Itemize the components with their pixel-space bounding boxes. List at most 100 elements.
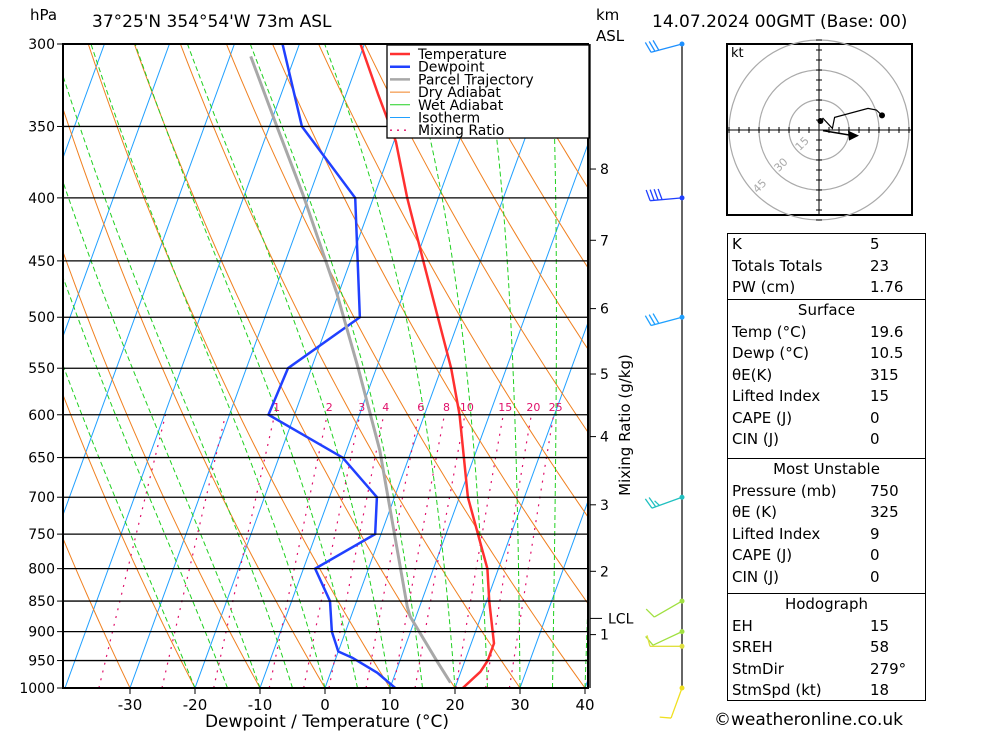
wind-barb-feather [648, 497, 657, 508]
lcl-label: LCL [608, 611, 634, 627]
mixing-ratio-label: 1 [273, 401, 280, 414]
wind-barb-feather [657, 188, 663, 200]
height-tick-label: 4 [600, 430, 609, 446]
storm-motion-arrowhead [848, 130, 859, 141]
mixing-ratio-label: 4 [382, 401, 389, 414]
dry-adiabat-line [410, 44, 588, 351]
pressure-tick-label: 650 [28, 451, 55, 467]
wind-barb [651, 496, 683, 509]
legend-box [386, 44, 590, 139]
height-tick-label: 3 [600, 498, 609, 514]
temperature-tick-label: 40 [575, 696, 594, 714]
pressure-tick-label: 700 [28, 490, 55, 506]
pressure-tick-label: 450 [28, 254, 55, 270]
section-title: Most Unstable [773, 460, 880, 478]
wind-barb-feather [649, 189, 655, 201]
height-tick-label: 6 [600, 302, 609, 318]
mixing-ratio-label: 10 [460, 401, 474, 414]
pressure-tick-label: 400 [28, 191, 55, 207]
isotherm-line [63, 44, 105, 160]
pressure-unit: hPa [30, 6, 58, 24]
mixing-ratio-line [392, 414, 446, 688]
wet-adiabat-line [484, 44, 521, 688]
pressure-tick-label: 750 [28, 527, 55, 543]
wind-barb [650, 197, 683, 202]
wind-barb-feather [644, 42, 652, 53]
mixing-ratio-label: 3 [358, 401, 365, 414]
mixing-ratio-line [213, 414, 276, 688]
wind-barb-feather [648, 314, 656, 325]
mixing-ratio-label: 15 [498, 401, 512, 414]
wet-adiabat-line [186, 44, 391, 688]
storm-motion-vector [822, 129, 854, 137]
legend-label: Dewpoint [418, 60, 485, 76]
mixing-ratio-axis-title: Mixing Ratio (g/kg) [616, 354, 634, 496]
wet-adiabat-line [63, 180, 261, 688]
pressure-tick-label: 800 [28, 562, 55, 578]
hodograph-trace [819, 107, 883, 130]
wind-barb-feather [644, 498, 653, 509]
legend-label: Isotherm [418, 111, 480, 127]
wind-barb-feather [652, 40, 660, 51]
wind-barb-feather [645, 636, 654, 646]
wind-barb-feather [645, 608, 655, 618]
isotherm-line [129, 44, 365, 688]
pressure-tick-label: 850 [28, 594, 55, 610]
temperature-tick-label: 30 [510, 696, 529, 714]
height-tick-label: 8 [600, 162, 609, 178]
legend-label: Wet Adiabat [418, 98, 504, 114]
indices-most-unstable: Most Unstable Pressure (mb) 750 θE (K) 325… [727, 458, 926, 594]
wet-adiabat-line [63, 74, 293, 688]
pressure-tick-label: 1000 [19, 681, 55, 697]
wind-barb-feather [646, 635, 651, 647]
datetime-title: 14.07.2024 00GMT (Base: 00) [652, 12, 908, 32]
isotherm-line [64, 44, 300, 688]
dry-adiabat-line [456, 44, 588, 269]
wind-barb [653, 600, 683, 618]
mixing-ratio-label: 20 [526, 401, 540, 414]
dewpoint-line [266, 44, 397, 688]
temperature-tick-label: -30 [118, 696, 143, 714]
wind-barb-feather [645, 189, 651, 201]
copyright-link[interactable]: ©weatheronline.co.uk [714, 710, 904, 730]
temperature-tick-label: 20 [445, 696, 464, 714]
height-tick-label: 7 [600, 233, 609, 249]
pressure-tick-label: 550 [28, 361, 55, 377]
section-title: Hodograph [784, 595, 869, 613]
dry-adiabat-line [364, 44, 588, 434]
pressure-tick-label: 950 [28, 654, 55, 670]
height-tick-label: 5 [600, 367, 609, 383]
mixing-ratio-label: 8 [443, 401, 450, 414]
dry-adiabat-line [917, 44, 1000, 688]
wind-barb [650, 43, 683, 53]
legend-label: Dry Adiabat [418, 85, 501, 101]
parcel-trajectory-line [249, 55, 452, 684]
mixing-ratio-line [303, 414, 361, 688]
height-tick-label: 2 [600, 564, 609, 580]
dry-adiabat-line [318, 44, 588, 518]
pressure-tick-label: 600 [28, 408, 55, 424]
location-title: 37°25'N 354°54'W 73m ASL [92, 12, 332, 32]
pressure-tick-label: 300 [28, 37, 55, 53]
temperature-tick-label: 0 [320, 696, 330, 714]
isotherm-line [389, 142, 588, 688]
temperature-tick-label: -10 [248, 696, 273, 714]
index-row-tt: Totals Totals 23 [732, 256, 890, 275]
indices-surface: Surface Temp (°C) 19.6 Dewp (°C) 10.5 θE(K… [727, 299, 926, 459]
wind-barb-feather [648, 41, 656, 52]
hodograph-start-dot [817, 118, 824, 124]
isotherm-line [63, 44, 170, 338]
wind-barb [652, 631, 683, 646]
temperature-tick-label: 10 [380, 696, 399, 714]
pressure-tick-label: 350 [28, 119, 55, 135]
mixing-ratio-label: 6 [417, 401, 424, 414]
dry-adiabat-line [964, 44, 1000, 688]
pressure-tick-label: 900 [28, 625, 55, 641]
mixing-ratio-line [268, 414, 328, 688]
wet-adiabat-line [324, 44, 456, 688]
km-label: km [596, 6, 620, 24]
